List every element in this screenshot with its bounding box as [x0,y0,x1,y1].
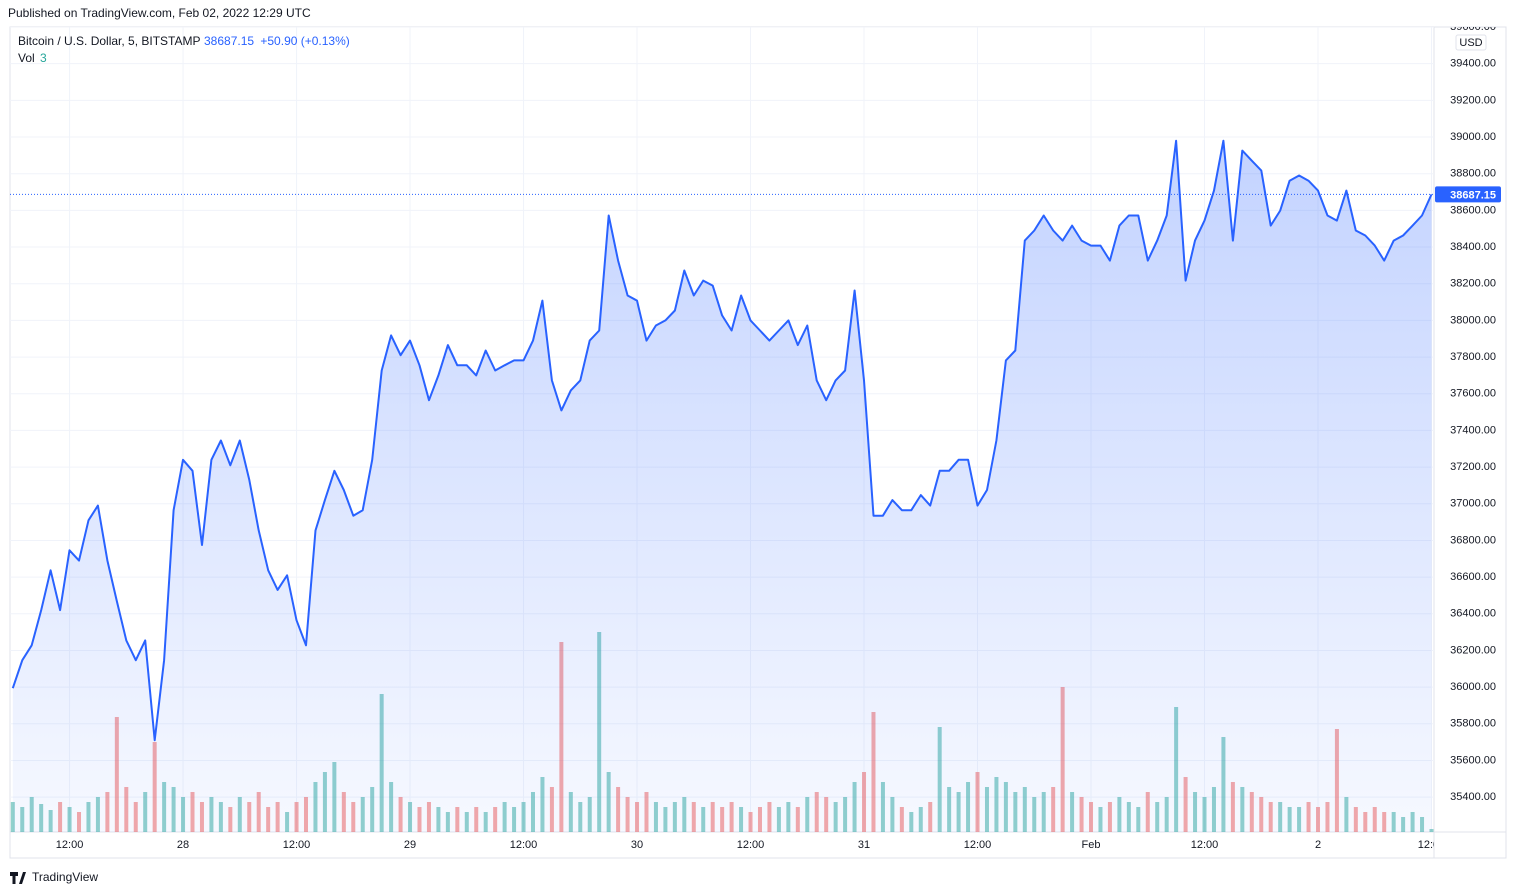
y-tick-label: 39000.00 [1450,131,1496,143]
x-tick-label: 12:00 [1191,839,1219,851]
logo-mark [10,872,26,884]
y-tick-label: 37400.00 [1450,424,1496,436]
y-tick-label: 38600.00 [1450,204,1496,216]
y-tick-label: 35600.00 [1450,754,1496,766]
y-tick-label: 36600.00 [1450,571,1496,583]
currency-box [1455,34,1487,51]
price-line [11,139,1433,742]
x-tick-label: 12:00 [283,839,311,851]
y-tick-label: 38200.00 [1450,278,1496,290]
last-price-badge [1435,186,1501,203]
y-tick-label: 39400.00 [1450,58,1496,70]
header-change: +50.90 (+0.13%) [260,34,349,48]
x-tick-label: 29 [404,839,416,851]
x-tick-label: Feb [1082,839,1101,851]
y-tick-label: 36000.00 [1450,681,1496,693]
brand-name: TradingView [32,870,98,884]
y-tick-label: 35800.00 [1450,718,1496,730]
symbol-name: Bitcoin / U.S. Dollar, 5, BITSTAMP [18,34,201,48]
x-tick-label: 12:00 [964,839,992,851]
y-tick-label: 37600.00 [1450,388,1496,400]
x-tick-label: 12:00 [56,839,84,851]
published-note: Published on TradingView.com, Feb 02, 20… [8,6,311,20]
x-tick-label: 2 [1315,839,1321,851]
x-tick-label: 12:00 [1418,839,1446,851]
y-tick-label: 37000.00 [1450,498,1496,510]
y-tick-label: 36200.00 [1450,644,1496,656]
x-tick-label: 12:00 [510,839,538,851]
y-tick-label: 37800.00 [1450,351,1496,363]
y-tick-label: 36800.00 [1450,534,1496,546]
x-tick-label: 30 [631,839,643,851]
area-fill [12,140,1432,832]
x-tick-label: 12:00 [737,839,765,851]
x-tick-label: 28 [177,839,189,851]
volume-label: Vol [18,51,35,65]
y-tick-label: 35400.00 [1450,791,1496,803]
y-tick-label: 38400.00 [1450,241,1496,253]
header-price: 38687.15 [204,34,254,48]
x-tick-label: 31 [858,839,870,851]
y-tick-label: 39200.00 [1450,94,1496,106]
brand-logo: TradingView [10,870,98,884]
currency-label: USD [1459,37,1482,49]
y-tick-label: 36400.00 [1450,608,1496,620]
volume-last: 3 [40,51,47,65]
last-price-label: 38687.15 [1450,189,1496,201]
y-tick-label: 38000.00 [1450,314,1496,326]
y-tick-label: 37200.00 [1450,461,1496,473]
y-tick-label: 38800.00 [1450,168,1496,180]
y-tick-label: 39600.00 [1450,21,1496,33]
